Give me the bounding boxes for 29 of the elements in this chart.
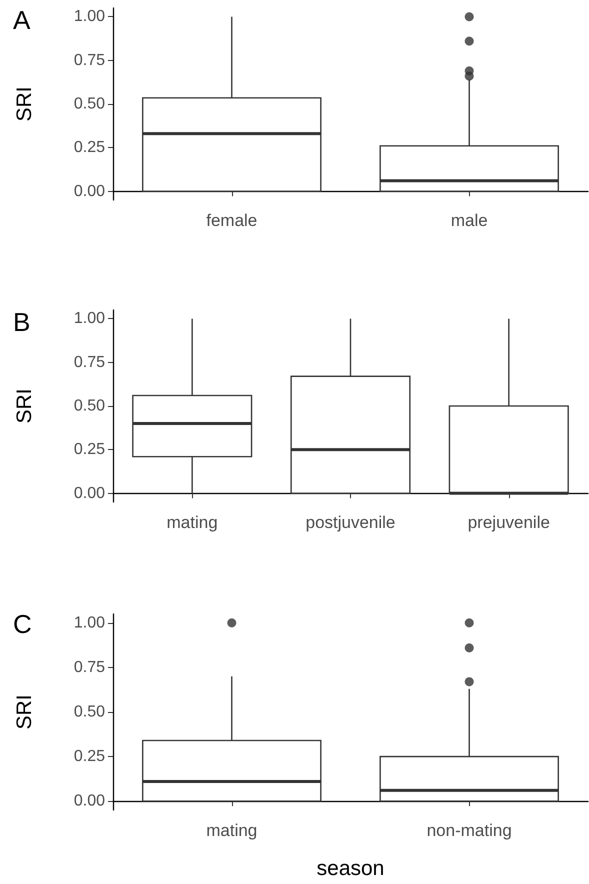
chart-title: B bbox=[13, 307, 30, 337]
y-tick-label: 0.25 bbox=[74, 748, 106, 766]
y-tick-label: 0.25 bbox=[74, 139, 106, 156]
y-tick-label: 0.25 bbox=[74, 441, 106, 458]
y-tick-label: 1.00 bbox=[74, 310, 106, 328]
y-tick-label: 0.00 bbox=[74, 792, 106, 810]
y-tick-label: 0.75 bbox=[74, 658, 106, 676]
x-tick-label: non-mating bbox=[426, 821, 512, 840]
y-tick-label: 0.50 bbox=[74, 704, 106, 720]
x-tick-label: postjuvenile bbox=[306, 513, 396, 532]
x-tick-label: male bbox=[450, 211, 488, 230]
y-axis-title: SRI bbox=[13, 86, 36, 122]
y-tick-label: 0.00 bbox=[74, 182, 106, 200]
y-tick-label: 1.00 bbox=[74, 8, 106, 26]
y-axis-title: SRI bbox=[13, 694, 36, 730]
chart-title: A bbox=[13, 5, 31, 35]
y-tick-label: 0.75 bbox=[74, 354, 106, 371]
y-tick-label: 0.50 bbox=[74, 398, 106, 414]
y-tick-label: 0.75 bbox=[74, 52, 106, 69]
x-tick-label: female bbox=[206, 211, 258, 230]
y-tick-label: 0.00 bbox=[74, 484, 106, 502]
x-tick-label: mating bbox=[206, 821, 258, 840]
y-axis-title: SRI bbox=[13, 388, 36, 424]
y-tick-label: 1.00 bbox=[74, 614, 106, 632]
x-axis-title: season bbox=[316, 857, 384, 880]
chart-title: C bbox=[13, 609, 32, 639]
x-tick-label: mating bbox=[166, 513, 218, 532]
y-tick-label: 0.50 bbox=[74, 96, 106, 112]
x-tick-label: prejuvenile bbox=[468, 513, 550, 532]
